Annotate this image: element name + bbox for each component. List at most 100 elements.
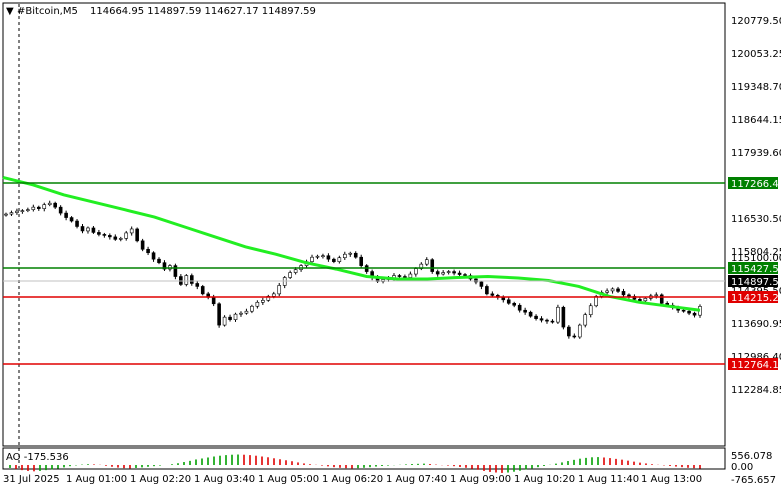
candle: [200, 286, 205, 295]
candle: [517, 304, 522, 311]
price-tick: 113690.95: [731, 319, 781, 330]
candle: [457, 272, 462, 275]
candle: [572, 335, 577, 338]
current-price-tag-bg: [728, 275, 778, 287]
candle: [523, 309, 527, 313]
candle: [627, 294, 631, 297]
candle: [75, 220, 79, 227]
level-tag-4: 112764.12: [731, 360, 781, 371]
candle: [506, 299, 511, 304]
candle: [288, 272, 292, 278]
time-tick: 1 Aug 05:00: [258, 474, 319, 485]
candle: [654, 294, 659, 297]
price-tick: 112986.40: [731, 352, 781, 363]
time-tick: 31 Jul 2025: [3, 474, 60, 485]
time-tick: 1 Aug 06:20: [322, 474, 383, 485]
candle: [687, 310, 691, 314]
candle: [343, 253, 347, 258]
candle: [485, 286, 489, 295]
candle: [583, 314, 588, 326]
price-axis[interactable]: 120779.50 120053.25 119348.70 118644.15 …: [731, 16, 781, 396]
candle: [108, 235, 112, 238]
price-tick: 115804.25: [731, 247, 781, 258]
ao-histogram: [9, 454, 701, 473]
candle: [315, 255, 320, 258]
candle: [567, 326, 571, 337]
candle: [512, 302, 517, 306]
candle: [15, 210, 19, 213]
candle: [97, 232, 101, 235]
candle: [20, 210, 25, 212]
candle: [424, 259, 429, 265]
candle: [692, 312, 697, 316]
candle: [446, 271, 451, 273]
current-price-tag: 114897.59: [731, 277, 781, 288]
time-tick: 1 Aug 03:40: [194, 474, 255, 485]
price-tick: 120053.25: [731, 49, 781, 60]
candle: [528, 311, 533, 317]
candle: [397, 275, 402, 277]
candle: [359, 256, 363, 266]
candle: [621, 291, 626, 296]
candle: [408, 273, 413, 278]
time-axis[interactable]: 31 Jul 2025 1 Aug 01:00 1 Aug 02:20 1 Au…: [3, 474, 702, 485]
candle: [293, 269, 298, 273]
candle: [463, 274, 467, 276]
candle: [173, 265, 178, 277]
candle: [332, 258, 336, 262]
candle: [118, 238, 123, 240]
candle: [348, 252, 353, 255]
candle: [321, 255, 325, 258]
candle: [556, 306, 560, 323]
candle: [435, 271, 440, 275]
moving-average-line: [2, 175, 701, 312]
price-tick: 115100.00: [731, 253, 781, 264]
price-tick: 116530.50: [731, 214, 781, 225]
candle: [616, 288, 620, 292]
candle: [151, 252, 156, 260]
candle: [610, 288, 615, 292]
candle: [102, 234, 107, 236]
candle: [189, 275, 194, 284]
candle: [217, 303, 221, 326]
candle: [250, 305, 254, 312]
time-tick: 1 Aug 07:40: [386, 474, 447, 485]
time-tick: 1 Aug 02:20: [130, 474, 191, 485]
candle: [244, 310, 249, 314]
candle: [539, 318, 544, 321]
candle: [184, 275, 189, 285]
level-tag-1-bg: [728, 177, 778, 189]
ohlc-values: 114664.95 114897.59 114627.17 114897.59: [90, 6, 316, 17]
candle: [659, 294, 664, 304]
candle: [42, 204, 47, 209]
candle: [594, 296, 598, 307]
candle: [430, 259, 435, 272]
level-tag-2: 115427.57: [731, 264, 781, 275]
candle: [474, 278, 478, 283]
candle: [86, 227, 90, 232]
candle: [146, 248, 150, 254]
candle: [80, 226, 85, 232]
candle: [26, 209, 30, 211]
candle: [113, 236, 118, 240]
candle: [233, 313, 238, 320]
candle: [124, 232, 129, 239]
candle: [643, 298, 648, 302]
level-tag-3-bg: [728, 291, 778, 303]
candle: [53, 202, 57, 208]
level-tag-3: 114215.20: [731, 293, 781, 304]
candle: [534, 315, 538, 319]
candle: [479, 281, 484, 287]
ao-label: AO -175.536: [6, 452, 69, 463]
main-chart-frame[interactable]: [2, 2, 726, 447]
time-tick: 1 Aug 09:00: [450, 474, 511, 485]
candle: [605, 290, 609, 293]
price-tick: 117939.60: [731, 148, 781, 159]
candle: [403, 276, 407, 278]
header-arrow-icon: ▼: [6, 6, 14, 17]
candle: [162, 262, 167, 270]
candle: [195, 283, 200, 287]
level-tag-4-bg: [728, 358, 778, 370]
price-tick: 120779.50: [731, 16, 781, 27]
